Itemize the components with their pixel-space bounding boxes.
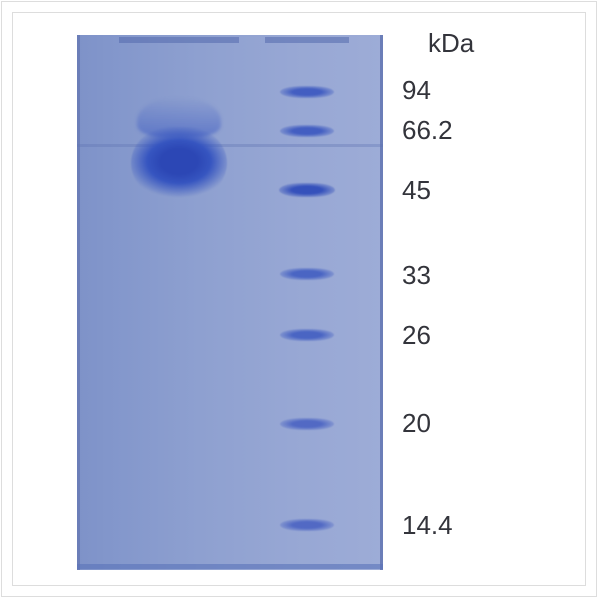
ladder-band-94	[280, 86, 334, 98]
sample-lane-well	[119, 37, 239, 43]
ladder-band-33	[280, 268, 334, 280]
sample-band	[131, 127, 227, 199]
ladder-band-20	[280, 418, 334, 430]
mw-label-66-2: 66.2	[402, 115, 453, 146]
gel-edge-left	[77, 35, 80, 570]
mw-label-94: 94	[402, 75, 431, 106]
sample-lane	[119, 35, 239, 570]
mw-label-14-4: 14.4	[402, 510, 453, 541]
gel-image	[77, 35, 383, 570]
ladder-band-45	[279, 183, 335, 197]
dye-front	[77, 564, 383, 569]
mw-label-26: 26	[402, 320, 431, 351]
ladder-band-66-2	[280, 125, 334, 137]
ladder-lane-well	[265, 37, 349, 43]
gel-edge-right	[380, 35, 383, 570]
ladder-band-26	[280, 329, 334, 341]
ladder-lane	[265, 35, 349, 570]
mw-label-20: 20	[402, 408, 431, 439]
mw-label-45: 45	[402, 175, 431, 206]
unit-label-kda: kDa	[428, 28, 474, 59]
ladder-band-14-4	[280, 519, 334, 531]
mw-label-33: 33	[402, 260, 431, 291]
